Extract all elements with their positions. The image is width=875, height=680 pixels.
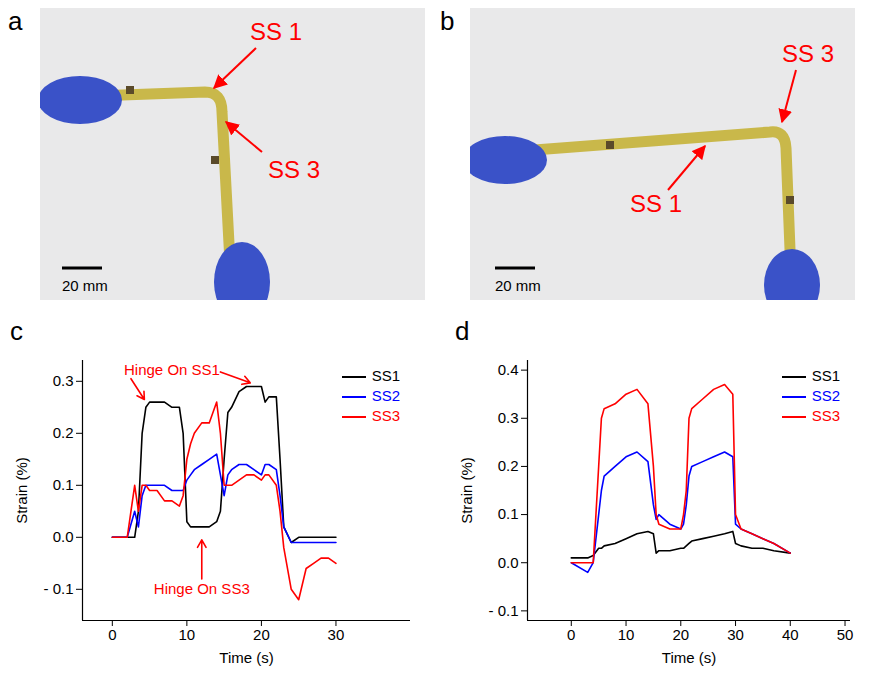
html-text:c: c	[10, 316, 23, 346]
svg-text:0.1: 0.1	[53, 476, 74, 493]
svg-text:20: 20	[253, 626, 270, 643]
html-text:SS3: SS3	[811, 407, 840, 424]
svg-text:Time (s): Time (s)	[219, 649, 273, 666]
svg-text:SS 3: SS 3	[268, 156, 320, 183]
svg-text:0.2: 0.2	[498, 457, 519, 474]
svg-text:0.4: 0.4	[498, 361, 519, 378]
svg-text:0.0: 0.0	[53, 528, 74, 545]
svg-text:Hinge On SS1: Hinge On SS1	[124, 361, 220, 378]
svg-text:SS 1: SS 1	[250, 18, 302, 45]
svg-text:30: 30	[328, 626, 345, 643]
svg-text:20 mm: 20 mm	[495, 277, 541, 294]
svg-text:SS 1: SS 1	[630, 190, 682, 217]
html-text:d: d	[455, 316, 470, 346]
svg-text:Strain (%): Strain (%)	[13, 457, 30, 524]
svg-text:50: 50	[837, 626, 854, 643]
svg-text:b: b	[440, 6, 454, 36]
svg-text:0.3: 0.3	[498, 409, 519, 426]
svg-text:Hinge On SS3: Hinge On SS3	[154, 580, 250, 597]
svg-text:10: 10	[179, 626, 196, 643]
svg-text:40: 40	[782, 626, 799, 643]
svg-text:0.0: 0.0	[498, 554, 519, 571]
svg-text:- 0.1: - 0.1	[488, 602, 518, 619]
svg-text:a: a	[8, 6, 23, 36]
svg-text:0.1: 0.1	[498, 505, 519, 522]
svg-text:30: 30	[727, 626, 744, 643]
svg-text:0.3: 0.3	[53, 372, 74, 389]
svg-text:10: 10	[618, 626, 635, 643]
html-text:SS2: SS2	[371, 387, 400, 404]
html-text:SS3: SS3	[371, 407, 400, 424]
svg-text:20 mm: 20 mm	[62, 277, 108, 294]
svg-text:Time (s): Time (s)	[662, 649, 716, 666]
html-text:SS1: SS1	[371, 367, 400, 384]
svg-text:- 0.1: - 0.1	[43, 580, 73, 597]
svg-text:0: 0	[567, 626, 575, 643]
svg-text:Strain (%): Strain (%)	[458, 457, 475, 524]
html-text:SS1: SS1	[811, 367, 840, 384]
svg-text:0: 0	[108, 626, 116, 643]
svg-text:0.2: 0.2	[53, 424, 74, 441]
svg-text:SS 3: SS 3	[782, 40, 834, 67]
svg-text:20: 20	[672, 626, 689, 643]
html-text:SS2: SS2	[811, 387, 840, 404]
